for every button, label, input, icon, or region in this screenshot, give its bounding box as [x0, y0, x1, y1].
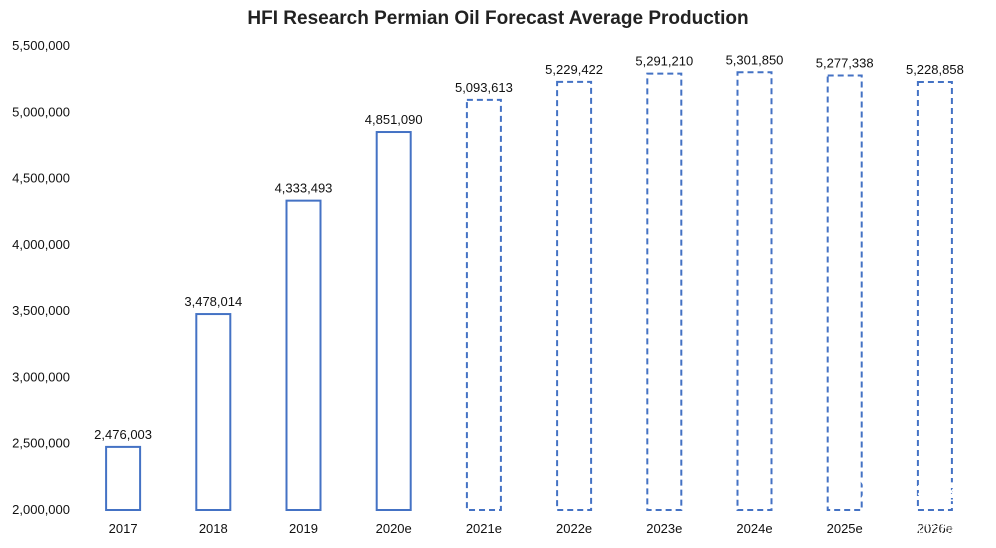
y-tick-label: 4,000,000: [12, 237, 70, 252]
bar-value-label: 5,277,338: [816, 56, 874, 71]
bar-2024e: [736, 71, 773, 511]
bar-value-label: 5,228,858: [906, 62, 964, 77]
chart-title: HFI Research Permian Oil Forecast Averag…: [247, 8, 748, 29]
bar-2021e: [465, 98, 502, 511]
y-axis: 2,000,000 2,500,000 3,000,000 3,500,000 4,00…: [12, 38, 70, 517]
bar-value-label: 5,291,210: [635, 54, 693, 69]
bar-value-label: 4,333,493: [275, 181, 333, 196]
x-category-label: 2024e: [736, 521, 772, 536]
x-category-label: 2021e: [466, 521, 502, 536]
bar-2017: [105, 445, 142, 511]
y-tick-label: 4,500,000: [12, 171, 70, 186]
bar-value-label: 4,851,090: [365, 112, 423, 127]
bar-value-label: 2,476,003: [94, 427, 152, 442]
y-tick-label: 5,500,000: [12, 38, 70, 53]
y-tick-label: 3,500,000: [12, 303, 70, 318]
bar-2026e: [916, 80, 953, 511]
x-category-label: 2022e: [556, 521, 592, 536]
x-category-label: 2023e: [646, 521, 682, 536]
watermark-handle: @时光伤痕: [880, 518, 955, 536]
x-category-label: 2020e: [376, 521, 412, 536]
bar-2019: [285, 199, 322, 511]
x-category-label: 2025e: [827, 521, 863, 536]
y-tick-label: 3,000,000: [12, 369, 70, 384]
bar-series: [105, 71, 953, 512]
x-category-label: 2017: [109, 521, 138, 536]
x-category-label: 2018: [199, 521, 228, 536]
watermark-brand: 老虎社区: [873, 481, 961, 506]
bar-value-label: 5,229,422: [545, 62, 603, 77]
bar-2018: [195, 313, 232, 512]
y-tick-label: 5,000,000: [12, 104, 70, 119]
y-tick-label: 2,000,000: [12, 502, 70, 517]
bar-2022e: [556, 80, 593, 511]
watermark-logo-icon: [838, 476, 866, 504]
x-category-label: 2019: [289, 521, 318, 536]
data-labels: 2,476,003 3,478,014 4,333,493 4,851,090 5,09…: [94, 52, 964, 442]
bar-value-label: 5,301,850: [726, 52, 784, 67]
bar-2023e: [646, 72, 683, 511]
watermark: 老虎社区 @时光伤痕: [838, 476, 961, 536]
y-tick-label: 2,500,000: [12, 436, 70, 451]
bar-value-label: 3,478,014: [184, 294, 242, 309]
bar-2025e: [826, 74, 863, 511]
x-category-label: 2026e: [917, 521, 953, 536]
bar-2020e: [375, 131, 412, 512]
x-axis: 2017 2018 2019 2020e 2021e 2022e 2023e 2024e 202…: [109, 521, 953, 536]
bar-value-label: 5,093,613: [455, 80, 513, 95]
